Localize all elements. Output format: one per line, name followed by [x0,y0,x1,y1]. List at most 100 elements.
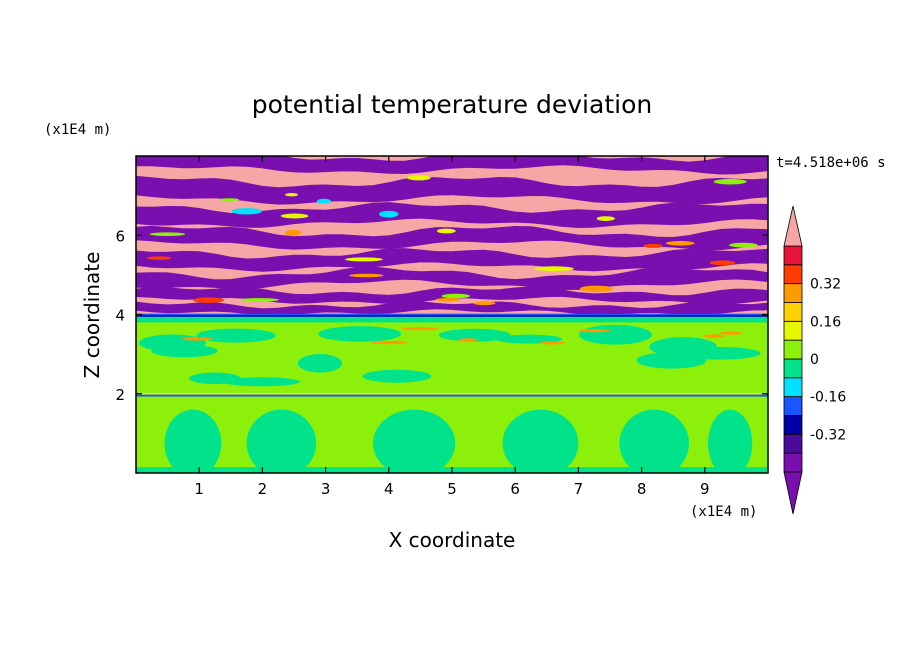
x-tick-label: 6 [510,480,520,498]
contour-patch [681,347,761,360]
contour-patch [719,331,743,335]
contour-patch [285,193,298,197]
contour-patch [146,256,172,260]
contour-patch [703,334,724,338]
x-tick-label: 9 [700,480,710,498]
contour-patch [579,285,614,292]
contour-patch [371,341,407,345]
contour-band [136,248,768,272]
x-tick-label: 8 [637,480,647,498]
y-tick-label: 4 [115,307,125,325]
x-tick-label: 3 [321,480,331,498]
contour-band [136,315,768,317]
plot-area [136,156,768,473]
contour-patch [318,326,402,342]
x-unit-label: (x1E4 m) [690,504,757,520]
colorbar-tick-label: -0.32 [810,427,846,443]
colorbar-extend-high [783,205,803,247]
x-tick-label: 2 [258,480,268,498]
x-axis: 1 2 3 4 5 6 7 8 9 [194,156,710,498]
colorbar-bin [783,339,803,360]
field-contours [136,156,768,473]
contour-patch [435,298,462,302]
contour-patch [436,228,456,234]
contour-band [136,175,768,205]
contour-patch [240,298,280,302]
contour-patch [231,208,262,215]
contour-patch [344,257,383,262]
colorbar-tick-label: 0.16 [810,314,841,330]
colorbar-bin [783,415,803,435]
y-tick-label: 6 [115,227,125,245]
colorbar-tick-label: -0.16 [810,390,846,406]
contour-patch [246,409,317,473]
contour-band [136,225,768,251]
x-tick-label: 4 [384,480,394,498]
contour-patch [401,327,439,331]
colorbar-bin [783,283,803,303]
x-tick-label: 7 [574,480,584,498]
y-axis: 2 4 6 [115,227,768,404]
chart-title: potential temperature deviation [252,90,652,119]
y-unit-label: (x1E4 m) [44,122,111,138]
contour-patch [316,198,331,204]
contour-patch [181,337,213,341]
colorbar-bin [783,245,803,266]
contour-patch [193,297,224,304]
colorbar-bin [783,320,803,341]
contour-patch [665,240,695,246]
contour-patch [349,273,384,278]
contour-patch [708,409,753,473]
contour-patch [578,329,611,333]
time-label: t=4.518e+06 s [776,155,886,171]
contour-patch [219,198,239,202]
y-tick-label: 2 [115,386,125,404]
contour-patch [502,409,579,473]
colorbar: 0.32 0.16 0 -0.16 -0.32 [783,205,846,515]
x-tick-label: 1 [194,480,204,498]
x-tick-label: 5 [447,480,457,498]
contour-band [136,394,768,397]
contour-patch [407,175,431,181]
contour-patch [280,213,309,219]
colorbar-bin [783,452,803,473]
contour-patch [196,328,276,343]
contour-patch [729,242,758,248]
colorbar-bin [783,264,803,284]
contour-band [136,156,768,175]
colorbar-extend-low [783,471,803,515]
contour-patch [297,354,343,373]
contour-band [136,313,768,317]
contour-patch [373,409,456,473]
contour-patch [151,344,218,358]
contour-patch [149,232,186,236]
contour-patch [189,372,241,385]
contour-patch [619,409,689,473]
contour-patch [473,301,496,306]
colorbar-tick-label: 0.32 [810,277,841,293]
contour-patch [222,377,300,387]
contour-band [136,266,768,290]
contour-patch [709,260,736,266]
colorbar-bin [783,358,803,379]
contour-patch [379,210,399,218]
contour-patch [579,324,652,345]
y-axis-label: Z coordinate [80,252,104,379]
contour-patch [441,293,471,299]
contour-patch [164,409,222,473]
contour-patch [643,243,663,248]
x-axis-label: X coordinate [389,528,516,552]
colorbar-bin [783,396,803,416]
colorbar-bin [783,302,803,322]
contour-band [136,316,768,323]
contour-patch [284,229,302,236]
colorbar-bin [783,377,803,397]
contour-patch [495,334,563,344]
contour-band [136,392,768,396]
colorbar-bin [783,433,803,454]
contour-patch [457,338,479,342]
contour-band [136,301,768,316]
colorbar-tick-label: 0 [810,352,819,368]
contour-patch [534,266,574,272]
